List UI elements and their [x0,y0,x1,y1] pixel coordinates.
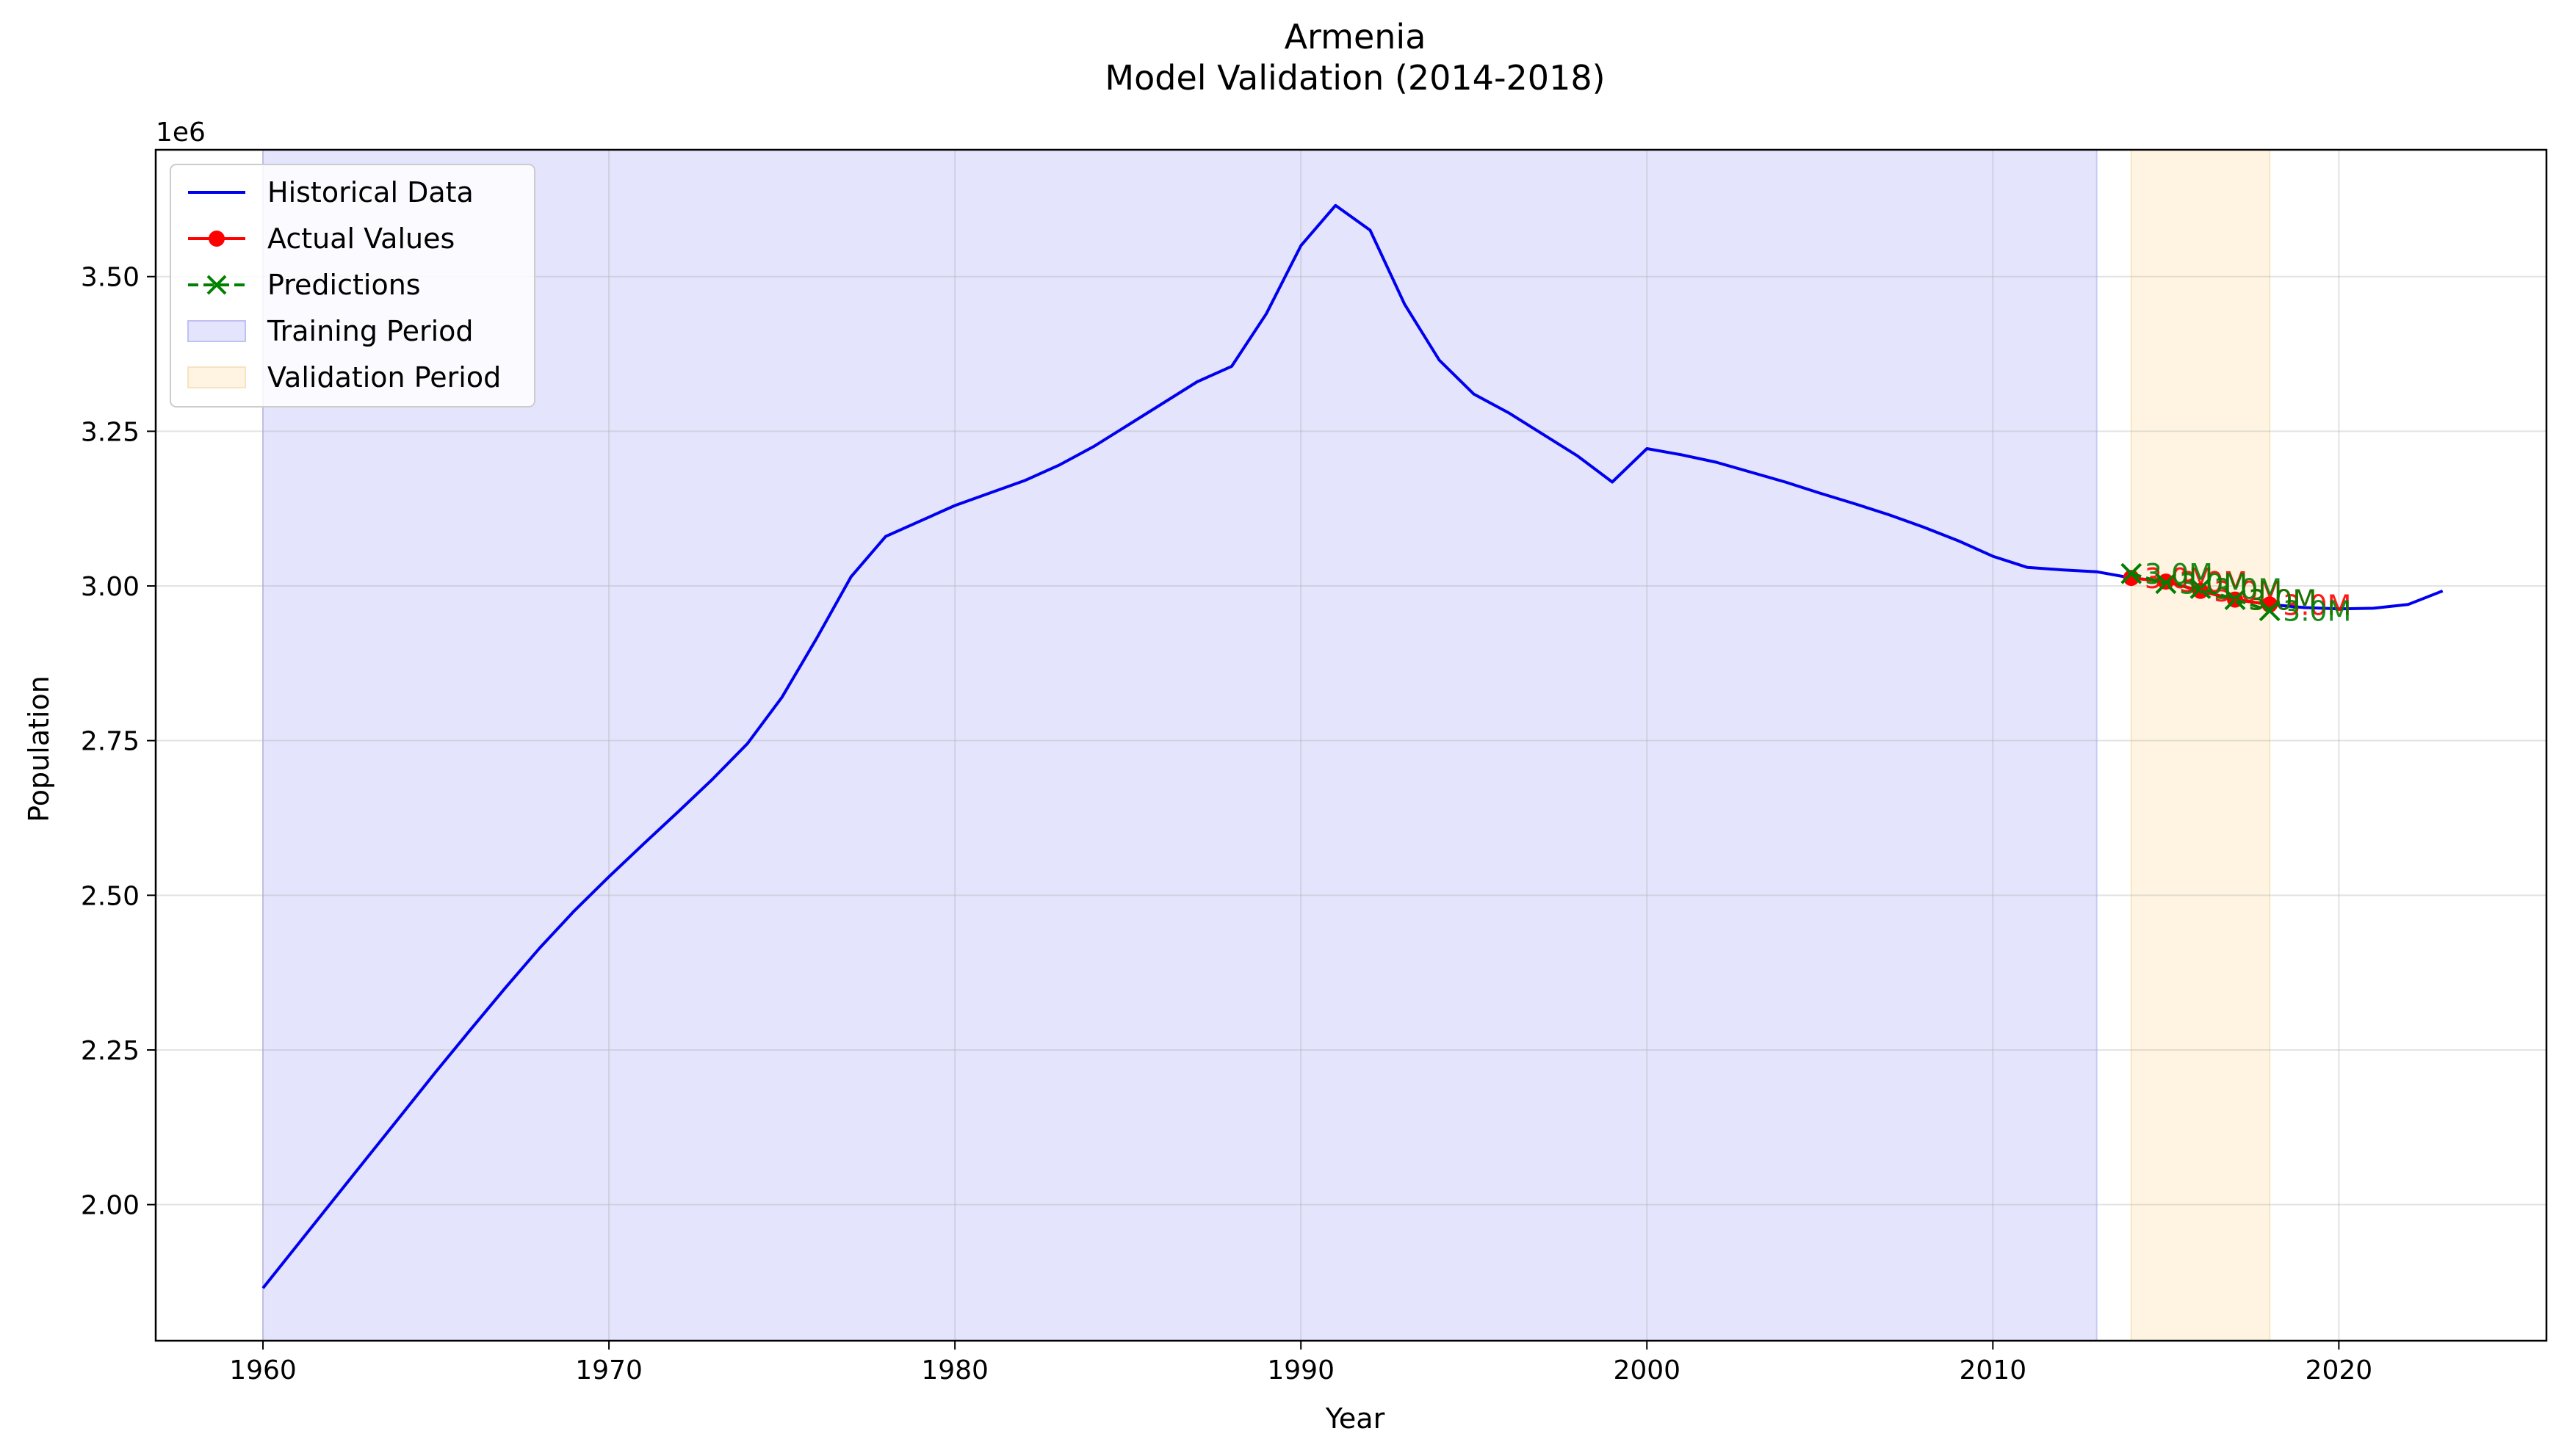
historical-data-line [261,203,2444,1289]
data-label: 3.0M [2179,568,2248,601]
prediction-point [2224,589,2246,610]
data-label: 3.0M [2283,589,2351,621]
prediction-point [2120,562,2142,584]
legend-historical-label: Historical Data [267,176,474,209]
x-tick-label: 2000 [1613,1355,1680,1386]
legend-predictions-label: Predictions [267,269,421,301]
x-tick-label: 1980 [921,1355,989,1386]
y-tick-label: 3.50 [81,263,140,293]
y-tick-label: 2.00 [81,1191,140,1221]
prediction-point [2259,600,2281,622]
plot-area: 3.0M3.0M3.0M3.0M3.0M3.0M3.0M3.0M3.0M3.0M… [81,148,2548,1386]
legend-validation-swatch [187,366,246,388]
legend-actual-marker [209,231,225,247]
legend-actual-label: Actual Values [267,222,455,255]
y-multiplier-label: 1e6 [156,117,206,148]
data-label: 3.0M [2214,573,2282,605]
x-tick-label: 1990 [1267,1355,1335,1386]
data-label: 3.0M [2179,566,2248,598]
y-tick-label: 2.25 [81,1036,140,1066]
legend-validation-label: Validation Period [267,361,501,394]
data-label: 3.0M [2248,584,2317,617]
legend-box [170,164,535,408]
x-axis-label: Year [1325,1402,1385,1435]
x-tick-label: 1960 [229,1355,297,1386]
data-label: 3.0M [2145,562,2213,595]
training-period-region [263,150,2097,1341]
data-label: 3.0M [2283,595,2351,628]
y-tick-label: 3.00 [81,572,140,602]
legend-training-swatch [187,320,246,342]
validation-period-region [2131,150,2270,1341]
x-tick-label: 1970 [575,1355,643,1386]
y-axis-label: Population [23,676,55,822]
x-tick-label: 2020 [2306,1355,2373,1386]
data-label: 3.0M [2248,584,2317,617]
legend-training-label: Training Period [267,315,474,347]
chart-subtitle: Model Validation (2014-2018) [1105,58,1605,98]
x-tick-label: 2010 [1959,1355,2026,1386]
legend: Historical Data Actual Values Prediction… [170,164,535,408]
y-tick-label: 2.75 [81,727,140,757]
chart-title: Armenia [1285,17,1426,57]
axes-frame [154,148,2548,1342]
prediction-point [2155,573,2177,595]
data-label: 3.0M [2214,576,2282,608]
y-tick-label: 3.25 [81,417,140,447]
data-label: 3.0M [2145,558,2213,590]
y-tick-label: 2.50 [81,881,140,911]
prediction-point [2189,577,2212,599]
legend-predictions-marker [206,275,227,295]
